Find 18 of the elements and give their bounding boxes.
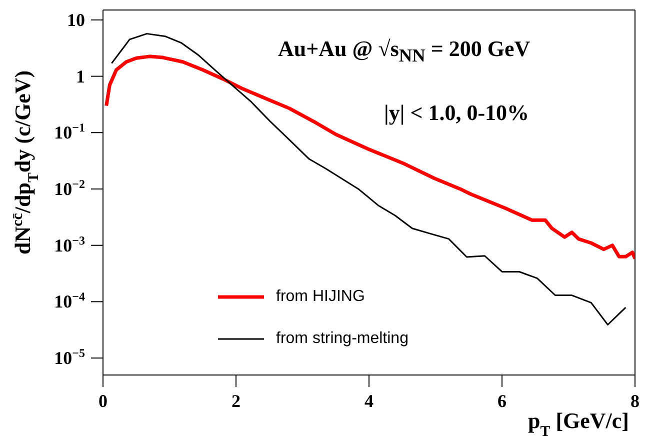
annotation: |y| < 1.0, 0-10% (384, 100, 530, 126)
x-axis-title: p$_{T}$ [GeV/c] (528, 408, 629, 440)
annotation: Au+Au @ √s$_{NN}$ = 200 GeV (278, 36, 530, 66)
y-tick-label: 10$^{−2}$ (54, 176, 85, 199)
legend-label: from HIJING (276, 288, 365, 306)
y-tick-label: 10$^{−1}$ (54, 120, 85, 143)
x-tick-label: 2 (232, 391, 240, 411)
y-tick-label: 10$^{−3}$ (54, 233, 85, 256)
y-tick-label: 10$^{−5}$ (54, 346, 85, 368)
x-tick-label: 0 (98, 391, 108, 411)
x-tick-label: 8 (630, 391, 640, 411)
y-tick-label: 10$^{−4}$ (54, 290, 85, 312)
x-tick-label: 4 (364, 391, 374, 411)
y-tick-label: 10 (67, 10, 85, 30)
y-tick-label: 1 (76, 66, 85, 86)
line-series (110, 32, 626, 326)
legend-label: from string-melting (276, 330, 408, 348)
x-tick-label: 6 (498, 391, 506, 411)
